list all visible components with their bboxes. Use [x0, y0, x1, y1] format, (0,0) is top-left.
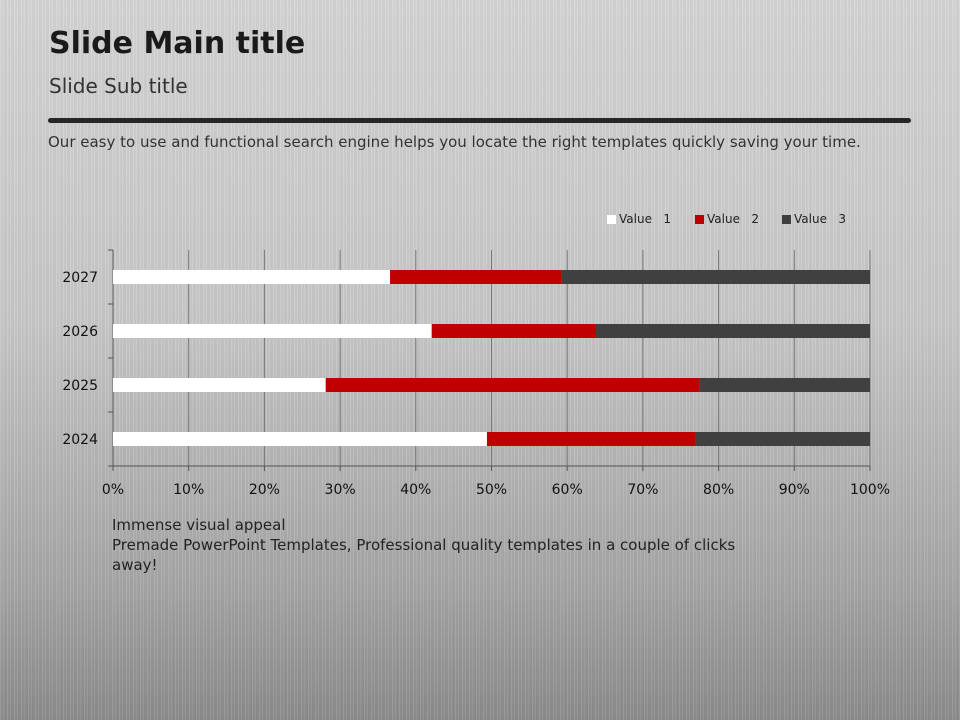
legend-swatch — [782, 214, 791, 224]
slide-title: Slide Main title — [49, 26, 306, 61]
y-tick-label: 2026 — [62, 324, 98, 340]
note-line: Immense visual appeal — [112, 516, 286, 534]
x-tick-label: 80% — [703, 482, 734, 498]
x-tick-label: 70% — [627, 482, 658, 498]
bar-2025-value-1 — [113, 378, 326, 392]
legend-label: Value 2 — [707, 212, 760, 226]
x-tick-label: 90% — [779, 482, 810, 498]
bar-2027-value-3 — [561, 270, 870, 284]
bar-2025-value-3 — [699, 378, 870, 392]
x-tick-label: 50% — [476, 482, 507, 498]
bar-2024-value-1 — [113, 432, 487, 446]
x-tick-label: 0% — [102, 482, 124, 498]
y-tick-label: 2027 — [62, 270, 98, 286]
x-tick-label: 30% — [325, 482, 356, 498]
legend-label: Value 1 — [619, 212, 672, 226]
bar-2027-value-2 — [390, 270, 562, 284]
legend-item-value-1: Value 1 — [607, 212, 671, 226]
x-tick-label: 10% — [173, 482, 204, 498]
y-tick-label: 2025 — [62, 378, 98, 394]
x-tick-label: 100% — [850, 482, 890, 498]
slide-notes: Immense visual appeal Premade PowerPoint… — [112, 515, 752, 575]
x-tick-label: 20% — [249, 482, 280, 498]
bar-2027-value-1 — [113, 270, 391, 284]
title-divider — [48, 118, 911, 123]
bar-2024-value-2 — [486, 432, 696, 446]
legend-swatch — [607, 214, 616, 224]
note-line: Premade PowerPoint Templates, Profession… — [112, 536, 736, 574]
bar-2024-value-3 — [695, 432, 870, 446]
y-tick-label: 2024 — [62, 432, 98, 448]
legend-swatch — [695, 214, 704, 224]
slide-subtitle: Slide Sub title — [49, 74, 188, 98]
bar-2025-value-2 — [325, 378, 700, 392]
legend-label: Value 3 — [794, 212, 847, 226]
bar-2026-value-1 — [113, 324, 432, 338]
legend-item-value-3: Value 3 — [782, 212, 846, 226]
bar-2026-value-3 — [595, 324, 870, 338]
bar-2026-value-2 — [431, 324, 596, 338]
x-tick-label: 60% — [552, 482, 583, 498]
legend-item-value-2: Value 2 — [695, 212, 759, 226]
slide-description: Our easy to use and functional search en… — [48, 133, 861, 151]
x-tick-label: 40% — [400, 482, 431, 498]
